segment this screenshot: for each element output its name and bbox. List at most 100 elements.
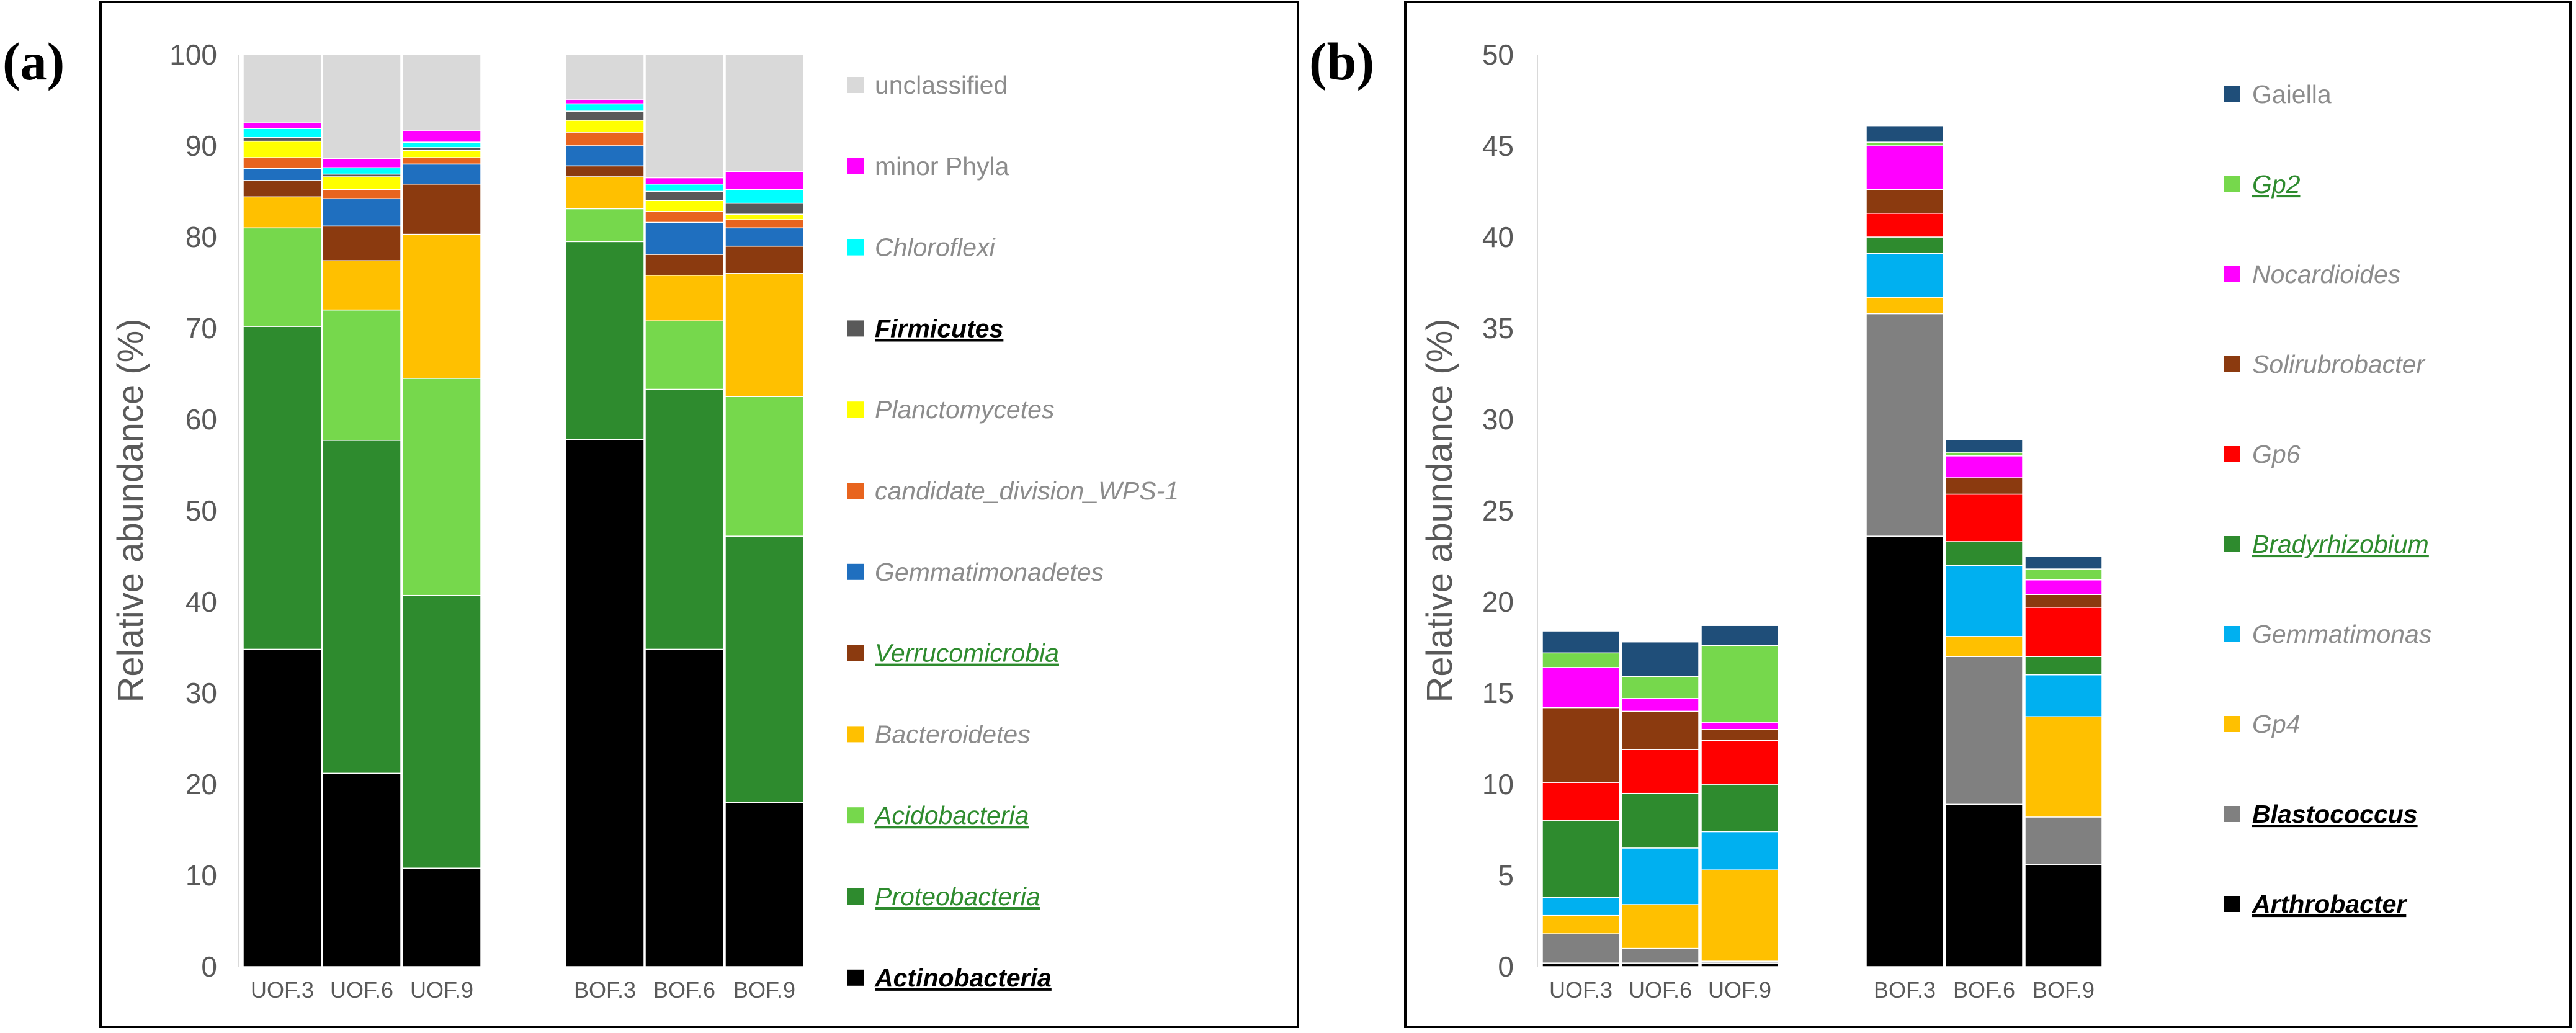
panel-a-bar-uof-6-verrucomicrobia xyxy=(322,225,401,261)
panel-a-bar-bof-6-chloroflexi xyxy=(645,183,724,192)
panel-a-bar-uof-3-actinobacteria xyxy=(243,648,322,967)
panel-a-legend-label-planctomycetes: Planctomycetes xyxy=(875,395,1054,424)
panel-a-bar-bof-9-actinobacteria xyxy=(725,802,804,967)
panel-b-bar-bof-3-gp6 xyxy=(1866,213,1944,238)
panel-b-bar-uof-9-arthrobacter xyxy=(1701,962,1779,967)
panel-a-legend-label-chloroflexi: Chloroflexi xyxy=(875,233,996,262)
panel-a-x-tick-label: BOF.3 xyxy=(574,977,636,1003)
panel-a-bar-uof-3-gemmatimonadetes xyxy=(243,168,322,181)
panel-a-y-tick-label: 40 xyxy=(186,586,217,618)
panel-a-bar-uof-3-verrucomicrobia xyxy=(243,180,322,198)
panel-b-bar-bof-9-gp2 xyxy=(2024,568,2103,581)
panel-b-legend-swatch-blastococcus xyxy=(2224,806,2240,822)
panel-a-bar-bof-3-acidobacteria xyxy=(565,208,645,243)
panel-b-legend-swatch-bradyrhizobium xyxy=(2224,536,2240,552)
panel-a-bar-bof-9-planctomycetes xyxy=(725,213,804,220)
panel-b-legend-swatch-solirubrobacter xyxy=(2224,356,2240,372)
panel-a-y-tick-label: 100 xyxy=(169,38,217,71)
panel-a-axes: 0 10 20 30 40 50 60 70 80 90 100 Relative abundance… xyxy=(110,38,239,983)
panel-a-y-tick-label: 50 xyxy=(186,494,217,527)
panel-b-bar-bof-9-solirubrobacter xyxy=(2024,594,2103,608)
panel-b-bar-bof-9-gaiella xyxy=(2024,555,2103,570)
panel-b-bar-bof-9-gp4 xyxy=(2024,716,2103,818)
panel-a-bar-uof-9-unclassified xyxy=(402,54,481,131)
panel-a-bar-uof-6-gemmatimonadetes xyxy=(322,198,401,227)
panel-a-bar-bof-9-verrucomicrobia xyxy=(725,245,804,274)
panel-a-bars: UOF.3 UOF.6 UOF.9 BOF.3 BOF.6 BOF.9 xyxy=(243,54,804,1003)
panel-a-legend-swatch-gemmatimonadetes xyxy=(847,563,864,580)
panel-a-legend-swatch-planctomycetes xyxy=(847,401,864,418)
panel-a-bar-bof-6-minor-phyla xyxy=(645,177,724,185)
panel-b-legend-label-gp6: Gp6 xyxy=(2252,440,2301,468)
panel-b-bar-bof-3-nocardioides xyxy=(1866,145,1944,190)
panel-b-legend-label-gp4: Gp4 xyxy=(2252,710,2301,738)
panel-b-legend-swatch-arthrobacter xyxy=(2224,896,2240,912)
panel-b-legend-swatch-gp2 xyxy=(2224,176,2240,192)
panel-b-bar-bof-3-arthrobacter xyxy=(1866,535,1944,967)
panel-a-bar-uof-9-planctomycetes xyxy=(402,150,481,158)
panel-b-legend: Gaiella Gp2 Nocardioides Solirubrobacter Gp6… xyxy=(2224,80,2431,918)
panel-a-bar-bof-6-actinobacteria xyxy=(645,648,724,967)
panel-a-bar-uof-6-planctomycetes xyxy=(322,176,401,190)
panel-a-legend-label-minor-phyla: minor Phyla xyxy=(875,152,1009,181)
panel-a-bar-uof-3-minor-phyla xyxy=(243,122,322,129)
panel-a-legend-label-acidobacteria: Acidobacteria xyxy=(873,801,1029,830)
panel-a-legend-label-candidate-division-wps-1: candidate_division_WPS-1 xyxy=(875,476,1179,505)
panel-b-legend-swatch-nocardioides xyxy=(2224,266,2240,282)
panel-b-bar-uof-6-gp4 xyxy=(1621,904,1699,949)
panel-b-bar-uof-9-gaiella xyxy=(1701,625,1779,646)
panel-b-bar-uof-9-gp6 xyxy=(1701,740,1779,785)
panel-a-legend-swatch-verrucomicrobia xyxy=(847,645,864,661)
panel-a-bar-bof-3-candidate-division-wps-1 xyxy=(565,132,645,146)
panel-b-bar-bof-6-arthrobacter xyxy=(1945,803,2023,967)
panel-a-legend-label-proteobacteria: Proteobacteria xyxy=(875,882,1040,911)
panel-a-y-tick-label: 30 xyxy=(186,677,217,709)
panel-a-legend-label-bacteroidetes: Bacteroidetes xyxy=(875,720,1031,748)
panel-a-bar-uof-6-chloroflexi xyxy=(322,167,401,175)
panel-a-bar-uof-3-proteobacteria xyxy=(243,326,322,650)
panel-b-bar-bof-3-bradyrhizobium xyxy=(1866,236,1944,254)
panel-a-bar-uof-6-candidate-division-wps-1 xyxy=(322,189,401,200)
panel-b-legend-label-arthrobacter: Arthrobacter xyxy=(2252,890,2407,918)
panel-a-y-tick-label: 20 xyxy=(186,768,217,800)
panel-b-legend-label-blastococcus: Blastococcus xyxy=(2252,800,2418,828)
panel-a-bar-bof-6-acidobacteria xyxy=(645,320,724,390)
panel-b-legend-label-gaiella: Gaiella xyxy=(2252,80,2332,109)
panel-b-bar-uof-3-blastococcus xyxy=(1542,933,1620,964)
panel-a-bar-uof-3-planctomycetes xyxy=(243,140,322,158)
panel-a-bar-uof-9-candidate-division-wps-1 xyxy=(402,157,481,165)
panel-a-bar-uof-9-gemmatimonadetes xyxy=(402,163,481,185)
panel-a-bar-uof-9-verrucomicrobia xyxy=(402,183,481,235)
panel-a-bar-bof-9-candidate-division-wps-1 xyxy=(725,219,804,229)
panel-a-bar-bof-9-bacteroidetes xyxy=(725,273,804,397)
panel-b-bar-bof-9-blastococcus xyxy=(2024,816,2103,865)
panel-b-y-tick-label: 45 xyxy=(1482,130,1514,162)
panel-a-legend: unclassified minor Phyla Chloroflexi Firmic… xyxy=(847,71,1179,992)
panel-b-bar-bof-3-gp2 xyxy=(1866,141,1944,146)
panel-b-bar-bof-9-nocardioides xyxy=(2024,579,2103,595)
panel-b-bar-uof-6-gp6 xyxy=(1621,749,1699,794)
panel-b-bar-bof-6-gp2 xyxy=(1945,452,2023,457)
panel-b-bar-uof-3-gp4 xyxy=(1542,914,1620,934)
panel-b-legend-label-gp2: Gp2 xyxy=(2252,170,2301,199)
panel-b-bar-bof-3-gaiella xyxy=(1866,125,1944,143)
panel-b-bar-uof-6-gaiella xyxy=(1621,641,1699,677)
panel-b-legend-label-nocardioides: Nocardioides xyxy=(2252,260,2400,288)
panel-b-bar-uof-6-gemmatimonas xyxy=(1621,847,1699,905)
panel-a-bar-bof-9-acidobacteria xyxy=(725,396,804,537)
panel-a-bar-bof-3-gemmatimonadetes xyxy=(565,145,645,167)
panel-a-bar-bof-3-proteobacteria xyxy=(565,241,645,440)
panel-a-bar-bof-6-firmicutes xyxy=(645,190,724,201)
panel-b-axes: 0 5 10 15 20 25 30 35 40 45 50 Relative abundance (… xyxy=(1420,38,1538,983)
panel-b-legend-swatch-gp6 xyxy=(2224,446,2240,462)
panel-a-legend-swatch-minor-phyla xyxy=(847,158,864,174)
panel-b-y-axis-title: Relative abundance (%) xyxy=(1420,318,1460,702)
panel-b-bar-bof-3-solirubrobacter xyxy=(1866,189,1944,214)
panel-a-y-tick-label: 10 xyxy=(186,859,217,892)
panel-b-bar-uof-6-gp2 xyxy=(1621,676,1699,699)
panel-b-x-tick-label: BOF.6 xyxy=(1953,977,2015,1003)
panel-a-bar-bof-9-unclassified xyxy=(725,54,804,172)
panel-b-x-tick-label: UOF.3 xyxy=(1549,977,1612,1003)
panel-b-x-tick-label: BOF.3 xyxy=(1874,977,1936,1003)
panel-b-bar-bof-3-gemmatimonas xyxy=(1866,253,1944,298)
